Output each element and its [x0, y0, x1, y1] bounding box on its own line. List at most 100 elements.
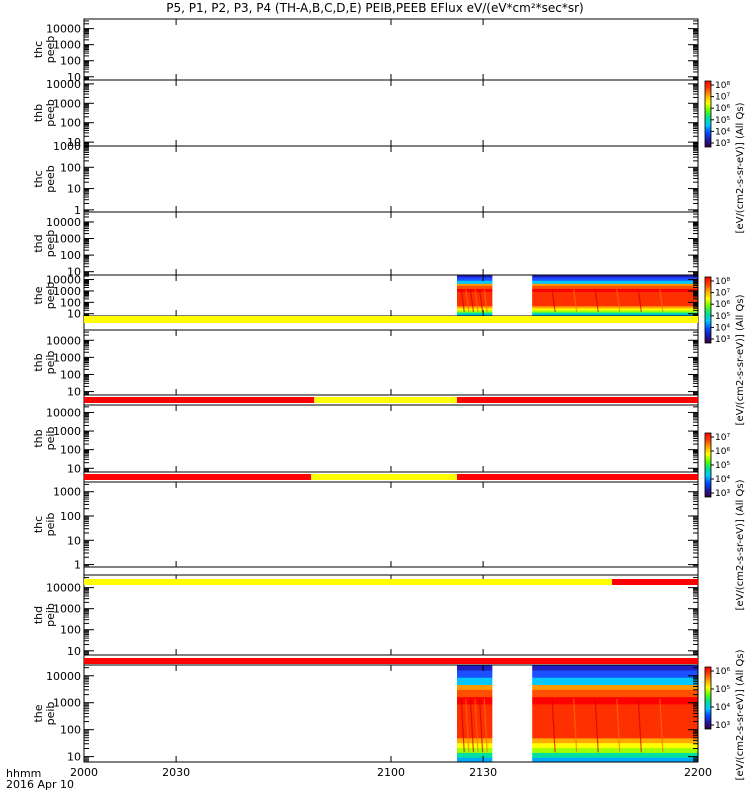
- y-minor-ticks: [84, 331, 698, 395]
- spectrogram-block-1: [457, 665, 493, 762]
- y-tick-label: 10000: [46, 582, 81, 595]
- y-tick-label: 1000: [53, 697, 81, 710]
- y-tick-label: 10: [67, 386, 81, 399]
- status-segment: [84, 579, 613, 585]
- y-minor-ticks: [84, 275, 698, 316]
- y-tick-label: 1000: [53, 603, 81, 616]
- colorbar-3: 10⁷ 10⁶ 10⁵ 10⁴ 10³: [704, 432, 730, 499]
- y-tick-label: 10000: [46, 670, 81, 683]
- status-segment: [457, 474, 698, 480]
- panel-6: 10000 1000 100 10 thbpeib: [32, 329, 699, 399]
- y-axis-label: thcpeeb: [32, 165, 57, 193]
- status-segment: [457, 397, 698, 403]
- status-segment: [84, 397, 315, 403]
- y-tick-label: 1000: [53, 140, 81, 153]
- status-segment: [84, 474, 312, 480]
- status-bar-3: [83, 471, 699, 483]
- y-tick-label: 10: [67, 751, 81, 764]
- colorbar-ramp: [704, 80, 712, 148]
- y-minor-ticks: [84, 146, 698, 213]
- y-tick-label: 1000: [53, 486, 81, 499]
- y-axis-label: thcpeib: [32, 513, 57, 537]
- y-tick-label: 100: [60, 161, 81, 174]
- status-segment: [84, 658, 698, 664]
- y-tick-label: 100: [60, 296, 81, 309]
- colorbar-tick-label: 10⁷: [715, 93, 730, 103]
- y-tick-label: 1: [74, 204, 81, 217]
- panel-7: 10000 1000 100 10 thbpeib: [32, 404, 699, 475]
- panel-frame: [83, 481, 699, 568]
- panel-frame: [83, 145, 699, 213]
- colorbar-tick-label: 10⁴: [715, 127, 730, 137]
- colorbar-title-4: [eV/(cm2-s-sr-eV)] (All Qs): [735, 649, 746, 780]
- colorbar-tick-label: 10³: [715, 721, 730, 731]
- status-segment: [612, 579, 698, 585]
- spectrogram-block-2: [532, 665, 698, 762]
- colorbar-tick-label: 10⁴: [715, 323, 730, 333]
- y-axis-label: thbpeeb: [32, 99, 57, 127]
- y-tick-label: 10: [67, 645, 81, 658]
- colorbar-tick-label: 10⁵: [715, 116, 730, 126]
- colorbar-tick-label: 10⁶: [715, 300, 730, 310]
- colorbar-ramp: [704, 432, 712, 498]
- colorbar-tick-label: 10⁵: [715, 312, 730, 322]
- panel-8: 1000 100 10 1 thcpeib: [32, 481, 699, 572]
- panel-1: 10000 1000 100 10 thcpeeb: [32, 18, 699, 84]
- y-minor-ticks: [84, 84, 698, 146]
- colorbar-tick-label: 10⁸: [715, 81, 730, 91]
- panel-frame: [83, 79, 699, 147]
- panel-4: 10000 1000 100 10 thdpeeb: [32, 211, 699, 279]
- status-segment: [84, 316, 698, 323]
- y-tick-label: 10000: [46, 78, 81, 91]
- y-tick-label: 100: [60, 624, 81, 637]
- y-axis-label: thbpeib: [32, 427, 57, 451]
- x-tick-label: 2030: [162, 766, 190, 779]
- colorbar-tick-label: 10⁷: [715, 289, 730, 299]
- panel-frame: [83, 18, 699, 81]
- y-minor-ticks: [84, 213, 698, 275]
- y-tick-label: 1: [74, 559, 81, 572]
- colorbar-tick-label: 10⁵: [715, 685, 730, 695]
- x-axis: 2000 2030 2100 2130 2200: [70, 766, 712, 779]
- plot-title: P5, P1, P2, P3, P4 (TH-A,B,C,D,E) PEIB,P…: [166, 1, 584, 15]
- colorbar-tick-label: 10⁶: [715, 667, 730, 677]
- y-tick-label: 100: [60, 510, 81, 523]
- y-tick-label: 100: [60, 117, 81, 130]
- y-minor-ticks: [84, 483, 698, 568]
- colorbar-tick-label: 10³: [715, 335, 730, 345]
- status-bar-4: [83, 566, 699, 585]
- colorbar-title-3: [eV/(cm2-s-sr-eV)] (All Qs): [735, 479, 746, 610]
- status-bar-2: [83, 394, 699, 406]
- y-axis-label: thdpeeb: [32, 230, 57, 258]
- y-tick-label: 100: [60, 55, 81, 68]
- y-tick-label: 100: [60, 249, 81, 262]
- x-tick-label: 2200: [684, 766, 712, 779]
- colorbar-tick-label: 10⁴: [715, 703, 730, 713]
- panel-frame: [83, 329, 699, 396]
- status-frame: [83, 566, 699, 576]
- x-tick-label: 2100: [377, 766, 405, 779]
- date-label: 2016 Apr 10: [6, 778, 75, 791]
- y-tick-label: 1000: [53, 425, 81, 438]
- status-segment: [311, 474, 458, 480]
- colorbar-tick-label: 10⁶: [715, 104, 730, 114]
- y-axis-label: thcpeeb: [32, 36, 57, 64]
- colorbar-tick-label: 10³: [715, 139, 730, 149]
- y-tick-label: 10: [67, 462, 81, 475]
- colorbar-4: 10⁶ 10⁵ 10⁴ 10³: [704, 666, 730, 731]
- y-tick-label: 10000: [46, 406, 81, 419]
- colorbar-tick-label: 10⁵: [715, 461, 730, 471]
- y-minor-ticks: [84, 577, 698, 655]
- x-tick-label: 2130: [469, 766, 497, 779]
- y-tick-label: 10000: [46, 274, 81, 287]
- status-segment: [314, 397, 458, 403]
- status-bar-1: [83, 315, 699, 331]
- y-axis-label: thepeib: [32, 702, 57, 726]
- y-tick-label: 1000: [53, 285, 81, 298]
- y-tick-label: 100: [60, 444, 81, 457]
